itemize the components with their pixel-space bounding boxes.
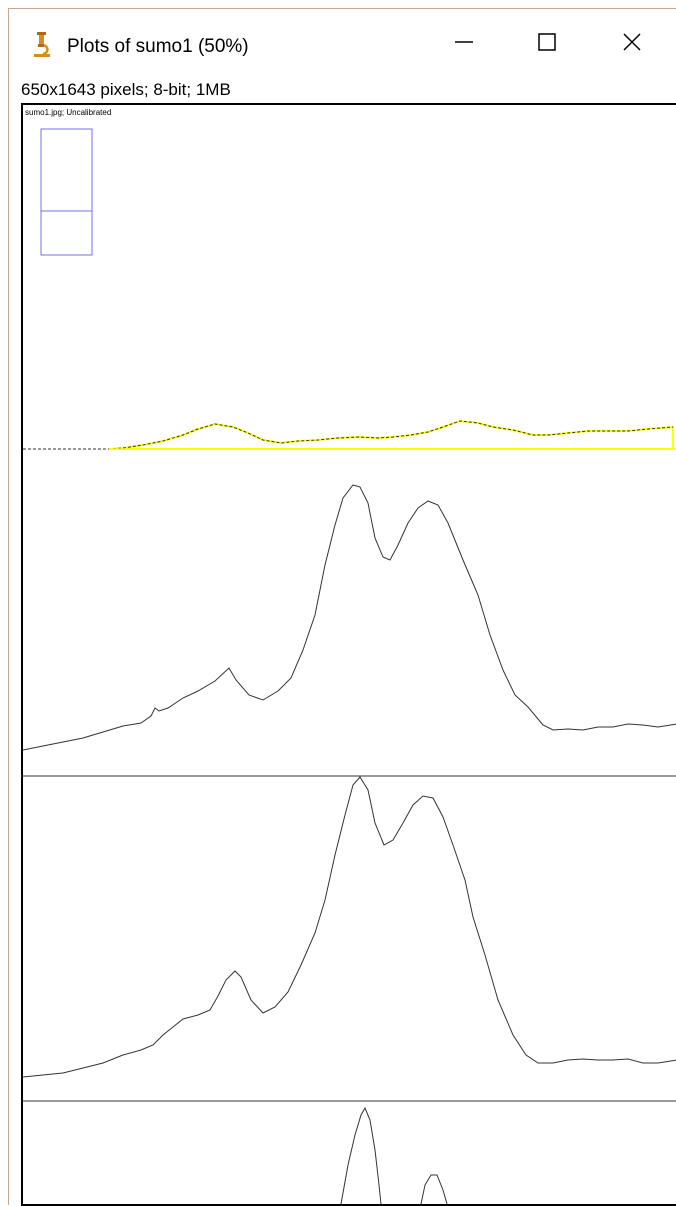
close-icon bbox=[622, 32, 642, 57]
maximize-icon bbox=[537, 32, 557, 57]
minimize-icon bbox=[454, 32, 474, 57]
title-bar[interactable]: Plots of sumo1 (50%) bbox=[9, 9, 676, 67]
plot-window: Plots of sumo1 (50%) 650x1643 pixels; 8-… bbox=[8, 8, 676, 1206]
selection-box[interactable] bbox=[40, 128, 93, 256]
plot-line-3-secondary bbox=[420, 1174, 448, 1204]
plot-line-2 bbox=[23, 776, 676, 1078]
maximize-button[interactable] bbox=[522, 24, 572, 64]
plot-line-3 bbox=[340, 1106, 382, 1204]
window-title: Plots of sumo1 (50%) bbox=[67, 36, 249, 57]
microscope-icon bbox=[31, 31, 53, 59]
profile-strip bbox=[23, 419, 676, 450]
plot-line-1 bbox=[23, 484, 676, 751]
image-info: 650x1643 pixels; 8-bit; 1MB bbox=[21, 80, 231, 99]
canvas-overlay-label: sumo1.jpg; Uncalibrated bbox=[25, 108, 111, 117]
minimize-button[interactable] bbox=[439, 24, 489, 64]
image-canvas[interactable]: sumo1.jpg; Uncalibrated bbox=[21, 103, 676, 1206]
close-button[interactable] bbox=[607, 24, 657, 64]
